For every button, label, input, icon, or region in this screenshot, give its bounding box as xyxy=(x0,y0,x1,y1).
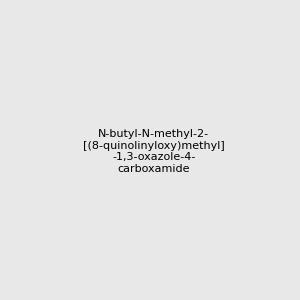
Text: N-butyl-N-methyl-2-
[(8-quinolinyloxy)methyl]
-1,3-oxazole-4-
carboxamide: N-butyl-N-methyl-2- [(8-quinolinyloxy)me… xyxy=(83,129,225,174)
